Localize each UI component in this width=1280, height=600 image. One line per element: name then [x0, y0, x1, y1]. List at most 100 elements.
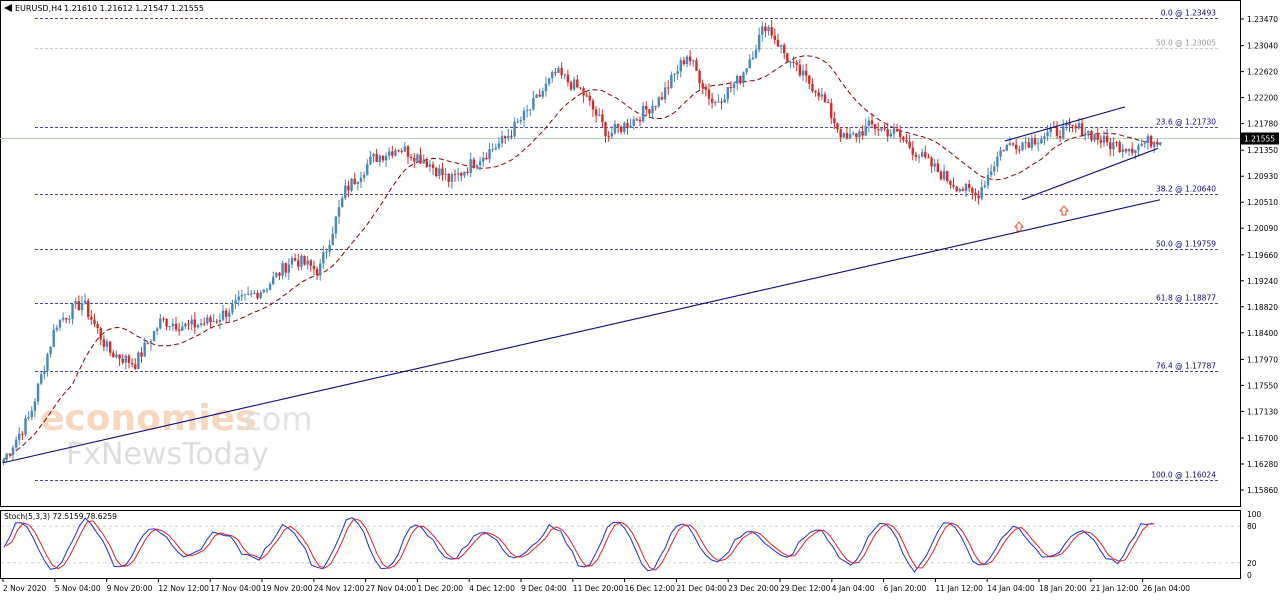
price-tick-label: 1.17970 — [1247, 355, 1278, 364]
candle-body — [789, 61, 792, 63]
candle-body — [607, 136, 610, 138]
time-tick-label: 12 Nov 12:00 — [158, 584, 209, 593]
candle-body — [704, 88, 708, 90]
candle-body — [174, 323, 178, 330]
candle-body — [735, 75, 739, 84]
stoch-k-line — [3, 517, 1153, 573]
candle-body — [1124, 149, 1128, 152]
stoch-panel — [0, 510, 1241, 579]
candle-body — [187, 323, 190, 325]
candle-body — [246, 293, 250, 295]
time-tick-label: 29 Dec 12:00 — [780, 584, 831, 593]
candle-body — [604, 121, 607, 137]
candle-body — [190, 319, 193, 325]
candle-body — [757, 34, 761, 50]
current-price-box — [1241, 132, 1279, 145]
candle-body — [1137, 145, 1140, 150]
candle-body — [833, 118, 836, 124]
candle-body — [1077, 123, 1081, 129]
candle-body — [18, 433, 21, 440]
candle-body — [1040, 139, 1043, 144]
candle-body — [532, 97, 535, 110]
candle-body — [720, 101, 723, 103]
candle-body — [892, 129, 896, 134]
price-tick-label: 1.15860 — [1247, 486, 1278, 495]
candle-body — [27, 417, 30, 419]
candle-body — [776, 39, 780, 47]
candle-body — [858, 131, 861, 138]
candle-body — [99, 328, 102, 340]
candle-body — [1046, 132, 1049, 137]
candle-body — [469, 159, 472, 173]
candle-body — [864, 125, 867, 136]
time-tick-label: 27 Nov 04:00 — [366, 584, 417, 593]
candle-body — [1143, 142, 1146, 144]
candle-body — [688, 56, 692, 62]
candle-body — [231, 303, 234, 313]
candle-body — [419, 154, 422, 164]
candle-body — [137, 352, 140, 370]
candle-body — [1021, 142, 1024, 150]
candle-body — [413, 157, 416, 162]
candle-body — [400, 151, 403, 153]
candle-body — [855, 133, 858, 138]
candle-body — [409, 156, 413, 158]
candle-body — [961, 188, 965, 191]
candle-body — [717, 101, 720, 103]
candle-body — [168, 326, 171, 328]
watermark-economies: economies — [40, 398, 257, 439]
price-tick-label: 1.18400 — [1247, 329, 1278, 338]
candle-body — [974, 192, 977, 196]
stoch-label: Stoch(5,3,3) 72.5159 78.6259 — [4, 512, 117, 521]
candle-body — [491, 149, 494, 151]
candle-body — [212, 321, 215, 323]
candle-body — [21, 433, 24, 435]
candle-body — [171, 323, 175, 327]
candle-body — [949, 180, 952, 185]
price-tick-label: 1.22620 — [1247, 68, 1278, 77]
candle-body — [861, 131, 864, 136]
candle-body — [870, 120, 874, 125]
candle-body — [845, 133, 849, 139]
candle-body — [65, 317, 68, 320]
candle-body — [1118, 142, 1121, 153]
candle-body — [676, 71, 679, 74]
candle-body — [648, 109, 651, 114]
fib-label: 61.8 @ 1.18877 — [1156, 294, 1216, 303]
candle-body — [964, 184, 968, 191]
candle-body — [967, 184, 971, 189]
stoch-d-line — [5, 518, 1155, 571]
candle-body — [319, 263, 322, 276]
candle-body — [710, 98, 714, 103]
candle-body — [61, 317, 65, 320]
candle-body — [278, 272, 281, 276]
candle-body — [177, 329, 181, 331]
candle-body — [1152, 141, 1156, 147]
candle-body — [375, 153, 378, 162]
candle-body — [240, 295, 244, 297]
candle-body — [598, 114, 601, 116]
stoch-tick-label: 100 — [1247, 510, 1262, 519]
current-price-label: 1.21555 — [1244, 135, 1275, 144]
candle-body — [472, 159, 476, 168]
candle-body — [149, 341, 153, 344]
candle-body — [83, 300, 87, 304]
candle-body — [742, 72, 745, 84]
candle-body — [795, 62, 798, 65]
candle-body — [1093, 134, 1096, 141]
ma-layer — [3, 55, 1161, 461]
candle-body — [196, 325, 200, 328]
candle-body — [466, 171, 469, 173]
candle-body — [786, 53, 789, 63]
candle-body — [798, 64, 802, 76]
candle-body — [946, 170, 949, 181]
time-tick-label: 4 Jan 04:00 — [832, 584, 875, 593]
candle-body — [428, 164, 432, 167]
time-tick-label: 2 Nov 2020 — [3, 584, 46, 593]
candle-body — [1080, 123, 1084, 136]
candle-body — [557, 68, 560, 73]
candle-body — [8, 453, 12, 455]
candle-body — [312, 265, 316, 269]
